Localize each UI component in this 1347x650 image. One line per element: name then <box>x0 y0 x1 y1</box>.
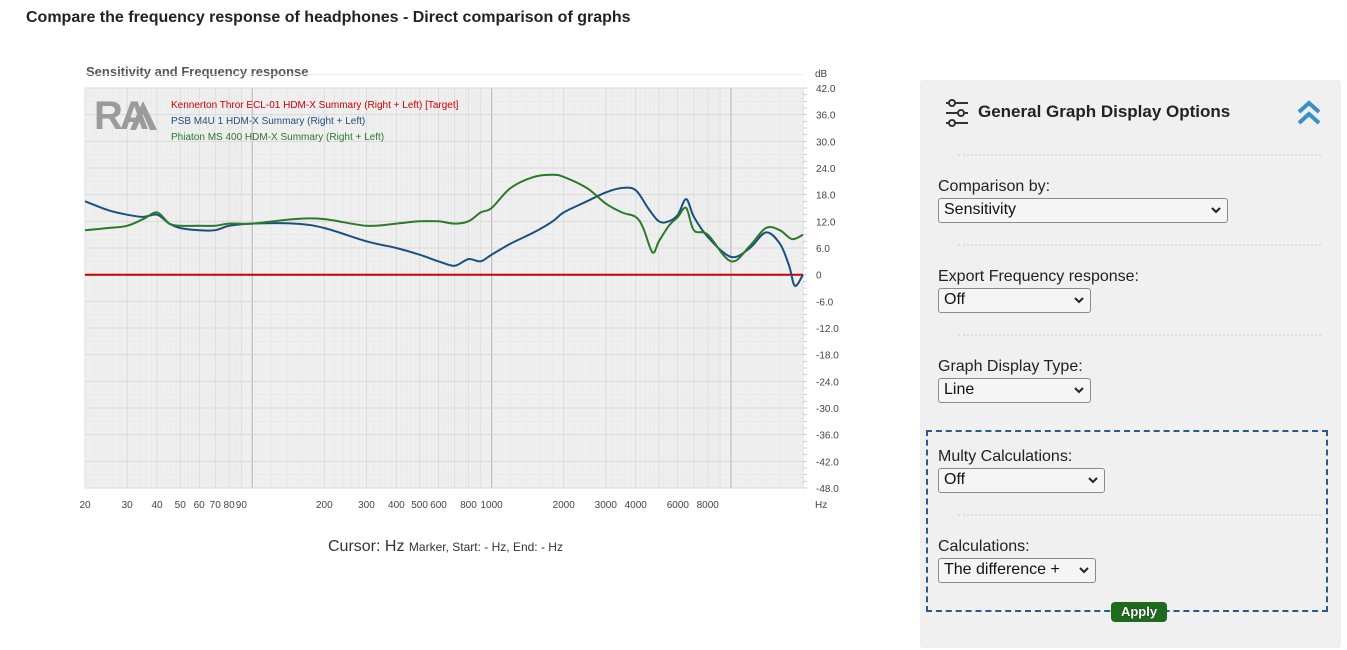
y-tick-label: 36.0 <box>816 111 836 122</box>
y-tick-label: 42.0 <box>816 84 836 95</box>
series-line-2 <box>84 186 804 287</box>
y-tick-label: -48.0 <box>816 484 839 495</box>
x-tick-label: 300 <box>358 500 375 511</box>
x-axis-unit: Hz <box>815 500 827 511</box>
collapse-chevron-icon[interactable] <box>1294 98 1324 128</box>
divider <box>958 334 1321 336</box>
x-tick-label: 20 <box>79 500 91 511</box>
divider <box>958 244 1321 246</box>
chevron-down-icon <box>1074 297 1084 304</box>
page-title: Compare the frequency response of headph… <box>26 9 631 26</box>
x-tick-label: 50 <box>175 500 187 511</box>
frequency-response-chart[interactable]: 20 30 40 50 60 70 80 90 200 300 400 500 600 800 1000 20… <box>0 0 900 530</box>
chevron-down-icon <box>1211 207 1221 214</box>
y-axis-unit: dB <box>815 69 828 80</box>
legend-entry: PSB M4U 1 HDM-X Summary (Right + Left) <box>171 116 365 127</box>
x-tick-label: 60 <box>194 500 206 511</box>
export-label: Export Frequency response: <box>938 268 1139 285</box>
export-select[interactable]: Off <box>938 288 1091 313</box>
cursor-label: Cursor: <box>328 538 381 555</box>
display-type-label: Graph Display Type: <box>938 358 1083 375</box>
legend-entry: Phiaton MS 400 HDM-X Summary (Right + Le… <box>171 132 384 143</box>
x-tick-label: 8000 <box>697 500 720 511</box>
calculations-select[interactable]: The difference + <box>938 558 1096 583</box>
x-tick-label: 30 <box>122 500 134 511</box>
display-type-value: Line <box>944 381 975 398</box>
divider <box>958 154 1321 156</box>
x-tick-label: 200 <box>316 500 333 511</box>
y-tick-label: -18.0 <box>816 351 839 362</box>
y-tick-label: -12.0 <box>816 324 839 335</box>
chart-title: Sensitivity and Frequency response <box>86 64 309 79</box>
export-value: Off <box>944 291 966 308</box>
multy-select[interactable]: Off <box>938 468 1105 493</box>
x-tick-label: 1000 <box>480 500 503 511</box>
legend: Kennerton Thror ECL-01 HDM-X Summary (Ri… <box>171 100 459 143</box>
y-tick-label: -30.0 <box>816 404 839 415</box>
comparison-select[interactable]: Sensitivity <box>938 198 1228 223</box>
calculations-label: Calculations: <box>938 538 1030 555</box>
apply-button[interactable]: Apply <box>1111 602 1167 622</box>
x-tick-label: 4000 <box>625 500 648 511</box>
chevron-down-icon <box>1079 567 1089 574</box>
y-tick-label: 30.0 <box>816 137 836 148</box>
y-tick-label: -42.0 <box>816 457 839 468</box>
multy-label: Multy Calculations: <box>938 448 1073 465</box>
cursor-readout: Cursor: Hz Marker, Start: - Hz, End: - H… <box>328 538 563 556</box>
legend-entry: Kennerton Thror ECL-01 HDM-X Summary (Ri… <box>171 100 459 111</box>
y-axis-ticks: 42.0 36.0 30.0 24.0 18.0 12.0 6.0 0 -6.0 -12.0 -18… <box>816 84 839 495</box>
series-line-3 <box>84 173 804 263</box>
calculations-value: The difference + <box>944 561 1060 578</box>
multy-value: Off <box>944 471 966 488</box>
x-tick-label: 3000 <box>595 500 618 511</box>
y-tick-label: 0 <box>816 271 822 282</box>
x-tick-label: 90 <box>236 500 248 511</box>
panel-header: General Graph Display Options <box>944 98 1324 130</box>
y-tick-label: -24.0 <box>816 377 839 388</box>
y-tick-label: 6.0 <box>816 244 830 255</box>
x-tick-label: 40 <box>151 500 163 511</box>
x-tick-label: 800 <box>460 500 477 511</box>
cursor-unit: Hz <box>384 538 405 555</box>
x-tick-label: 2000 <box>553 500 576 511</box>
divider <box>958 514 1321 516</box>
x-tick-label: 6000 <box>667 500 690 511</box>
x-tick-label: 400 <box>388 500 405 511</box>
chevron-down-icon <box>1088 477 1098 484</box>
x-tick-label: 500 <box>411 500 428 511</box>
chevron-down-icon <box>1074 387 1084 394</box>
y-tick-label: -6.0 <box>816 297 834 308</box>
ra-logo: RA <box>94 94 157 138</box>
y-tick-label: 24.0 <box>816 164 836 175</box>
x-tick-label: 600 <box>430 500 447 511</box>
y-tick-label: 18.0 <box>816 191 836 202</box>
panel-title: General Graph Display Options <box>978 102 1231 121</box>
comparison-label: Comparison by: <box>938 178 1051 195</box>
display-options-panel: General Graph Display Options Comparison… <box>920 80 1341 648</box>
display-type-select[interactable]: Line <box>938 378 1091 403</box>
cursor-detail: Marker, Start: - Hz, End: - Hz <box>408 540 563 554</box>
y-tick-label: 12.0 <box>816 217 836 228</box>
x-tick-label: 70 <box>210 500 222 511</box>
logo-figure <box>130 101 157 130</box>
x-axis-ticks: 20 30 40 50 60 70 80 90 200 300 400 500 600 800 1000 20… <box>79 500 719 511</box>
series-lines <box>84 173 804 287</box>
y-tick-label: -36.0 <box>816 431 839 442</box>
sliders-icon <box>946 99 968 127</box>
comparison-value: Sensitivity <box>944 201 1017 218</box>
x-tick-label: 80 <box>224 500 236 511</box>
